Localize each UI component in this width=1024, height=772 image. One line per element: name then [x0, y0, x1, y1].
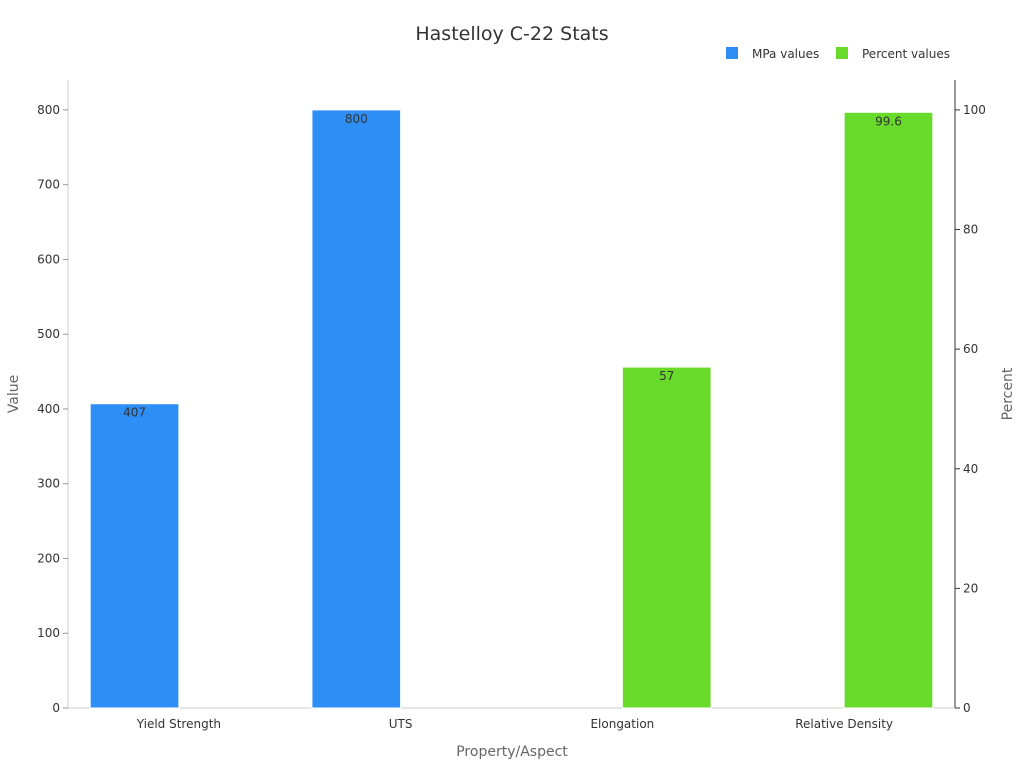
y-axis-label-right: Percent	[1000, 367, 1016, 420]
bar-labels-group: 407 800 57 99.6	[123, 112, 902, 420]
bar-value-label: 407	[123, 406, 146, 420]
bar	[89, 403, 180, 709]
bar	[311, 109, 402, 709]
legend-label-mpa: MPa values	[752, 47, 819, 61]
bar-value-label: 800	[345, 112, 368, 126]
y-tick-label-right: 60	[963, 342, 978, 356]
y-tick-label-right: 20	[963, 581, 978, 595]
legend-label-percent: Percent values	[862, 47, 950, 61]
y-tick-label-left: 0	[52, 701, 60, 715]
y-tick-label-left: 400	[37, 402, 60, 416]
x-axis-label: Property/Aspect	[456, 744, 568, 760]
legend-swatch-percent	[836, 47, 848, 59]
y-ticks-right: 0 20 40 60 80 100	[955, 103, 986, 715]
bar-value-label: 99.6	[875, 114, 902, 128]
bar	[843, 111, 934, 709]
y-tick-label-left: 300	[37, 477, 60, 491]
bars-group	[89, 109, 934, 709]
y-tick-label-left: 100	[37, 626, 60, 640]
y-axis-label-left: Value	[6, 375, 22, 413]
chart-title: Hastelloy C-22 Stats	[415, 23, 608, 45]
y-tick-label-right: 40	[963, 462, 978, 476]
y-ticks-left: 0 100 200 300 400 500 600 700 800	[37, 103, 68, 715]
y-tick-label-left: 200	[37, 551, 60, 565]
x-ticks: Yield Strength UTS Elongation Relative Dens…	[136, 717, 893, 731]
bar	[621, 366, 712, 709]
y-tick-label-right: 80	[963, 223, 978, 237]
legend: MPa values Percent values	[726, 47, 950, 61]
x-tick-label: UTS	[389, 717, 413, 731]
x-tick-label: Relative Density	[795, 717, 893, 731]
x-tick-label: Yield Strength	[136, 717, 221, 731]
y-tick-label-right: 0	[963, 701, 971, 715]
y-tick-label-left: 500	[37, 327, 60, 341]
x-tick-label: Elongation	[590, 717, 654, 731]
y-tick-label-left: 800	[37, 103, 60, 117]
y-tick-label-left: 700	[37, 178, 60, 192]
bar-value-label: 57	[659, 369, 674, 383]
y-tick-label-right: 100	[963, 103, 986, 117]
y-tick-label-left: 600	[37, 252, 60, 266]
legend-swatch-mpa	[726, 47, 738, 59]
